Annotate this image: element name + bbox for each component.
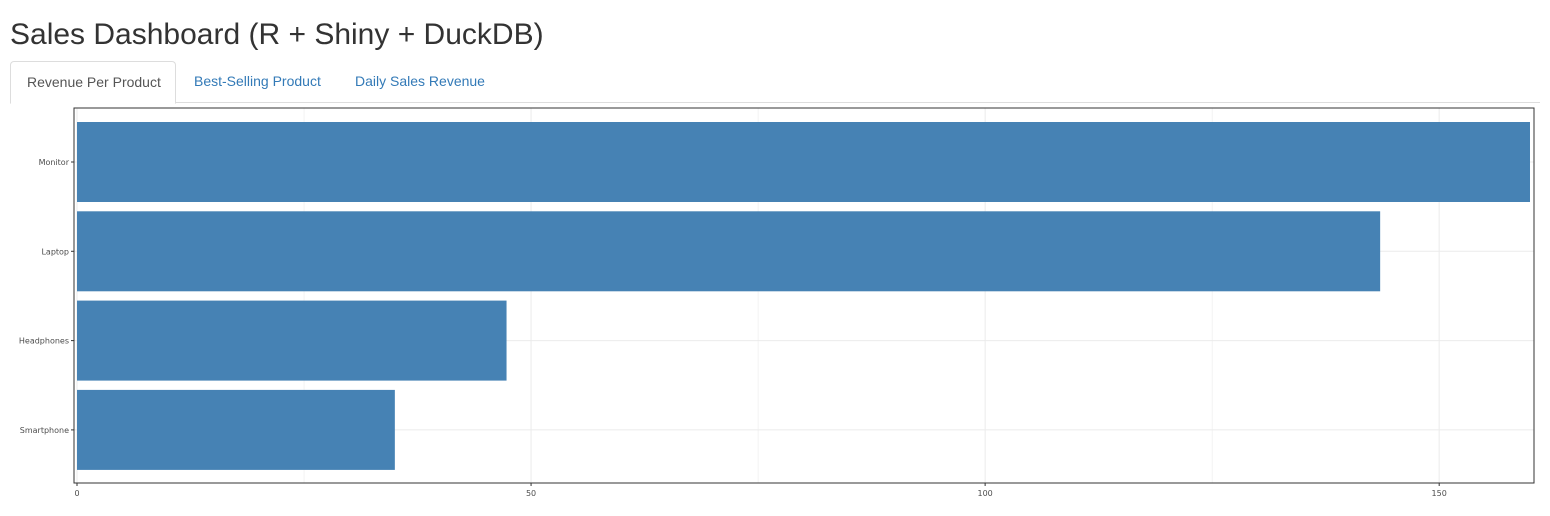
bar-monitor (77, 122, 1530, 202)
revenue-per-product-chart: Monitor Laptop Headphones Smartphone 0 50 100 1… (19, 107, 1535, 498)
bar-headphones (77, 300, 507, 381)
tab-revenue-per-product[interactable]: Revenue Per Product (10, 61, 176, 104)
x-tick-label: 150 (1432, 489, 1447, 498)
tab-best-selling-product[interactable]: Best-Selling Product (194, 73, 321, 89)
x-tick-label: 0 (74, 489, 79, 498)
tab-daily-sales-revenue[interactable]: Daily Sales Revenue (355, 73, 485, 89)
panel-border (73, 107, 1535, 484)
y-tick-label: Laptop (41, 247, 69, 256)
page-title: Sales Dashboard (R + Shiny + DuckDB) (10, 18, 544, 51)
y-tick-label: Headphones (19, 337, 69, 346)
x-tick-label: 100 (977, 489, 992, 498)
bar-laptop (77, 211, 1381, 292)
y-tick-label: Smartphone (20, 426, 69, 435)
bar-smartphone (77, 389, 395, 470)
y-tick-label: Monitor (39, 158, 70, 167)
tab-bar: Revenue Per Product Best-Selling Product… (10, 61, 1540, 104)
x-tick-label: 50 (526, 489, 536, 498)
